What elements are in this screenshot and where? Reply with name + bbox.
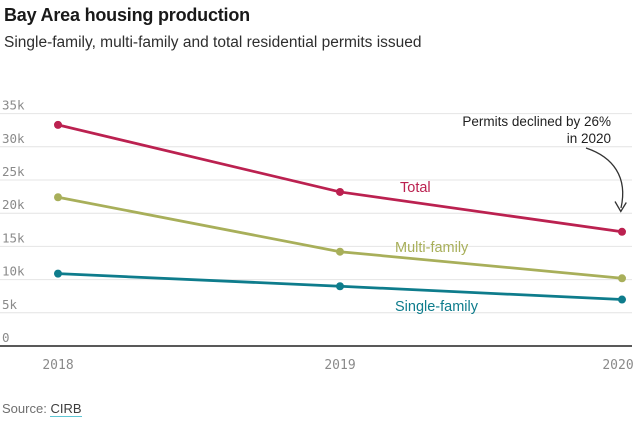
data-point-multi-family-2020 xyxy=(618,274,626,283)
series-label-single-family: Single-family xyxy=(395,299,478,315)
data-point-total-2018 xyxy=(54,120,62,129)
y-tick-label: 20k xyxy=(2,197,25,212)
y-tick-label: 25k xyxy=(2,164,25,179)
y-tick-label: 0 xyxy=(2,330,10,345)
y-tick-label: 5k xyxy=(2,297,18,312)
y-tick-label: 10k xyxy=(2,264,25,279)
source-label: Source: xyxy=(2,401,47,416)
y-tick-label: 15k xyxy=(2,230,25,245)
series-line-multi-family xyxy=(56,195,624,280)
data-point-multi-family-2019 xyxy=(336,247,344,256)
annotation-line1: Permits declined by 26% xyxy=(462,114,611,129)
data-point-single-family-2020 xyxy=(618,295,626,304)
source-link-cirb[interactable]: CIRB xyxy=(50,401,82,417)
page-title: Bay Area housing production xyxy=(4,5,250,25)
series-label-total: Total xyxy=(400,180,431,196)
series-label-multi-family: Multi-family xyxy=(395,240,469,256)
source-line: Source: CIRB xyxy=(2,401,82,417)
y-tick-label: 35k xyxy=(2,98,25,113)
data-point-total-2019 xyxy=(336,187,344,196)
x-tick-label: 2019 xyxy=(324,358,355,373)
annotation-arrow xyxy=(585,147,624,209)
data-point-single-family-2019 xyxy=(336,282,344,291)
x-tick-label: 2020 xyxy=(602,358,633,373)
data-point-single-family-2018 xyxy=(54,269,62,278)
annotation-arrowhead xyxy=(614,201,627,213)
annotation-line2: in 2020 xyxy=(566,130,611,146)
data-point-total-2020 xyxy=(618,227,626,236)
chart-subtitle: Single-family, multi-family and total re… xyxy=(4,34,422,51)
annotation-text: Permits declined by 26% in 2020 xyxy=(462,114,611,147)
data-point-multi-family-2018 xyxy=(54,193,62,202)
y-tick-label: 30k xyxy=(2,131,25,146)
x-tick-label: 2018 xyxy=(42,358,73,373)
